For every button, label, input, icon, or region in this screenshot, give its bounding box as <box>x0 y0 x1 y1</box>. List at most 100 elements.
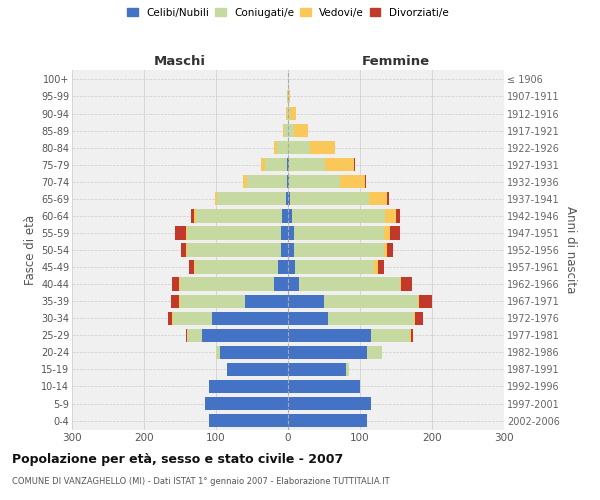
Bar <box>277 141 288 154</box>
Bar <box>274 278 288 291</box>
Bar <box>247 175 287 188</box>
Bar <box>325 158 354 172</box>
Bar <box>284 124 288 137</box>
Bar <box>179 278 180 291</box>
Bar <box>389 226 400 239</box>
Bar <box>288 414 367 428</box>
Legend: Celibi/Nubili, Coniugati/e, Vedovi/e, Divorziati/e: Celibi/Nubili, Coniugati/e, Vedovi/e, Di… <box>127 8 449 18</box>
Bar <box>288 124 294 137</box>
Bar <box>282 209 288 222</box>
Bar <box>227 363 288 376</box>
Bar <box>401 278 412 291</box>
Bar <box>400 278 401 291</box>
Bar <box>283 124 284 137</box>
Bar <box>310 141 335 154</box>
Bar <box>294 244 384 256</box>
Bar <box>209 414 288 428</box>
Bar <box>181 244 187 256</box>
Bar <box>186 226 187 239</box>
Bar <box>209 380 288 393</box>
Bar <box>414 312 415 325</box>
Bar <box>388 244 393 256</box>
Bar <box>244 175 247 188</box>
Bar <box>324 294 418 308</box>
Bar <box>294 226 384 239</box>
Bar <box>288 209 292 222</box>
Bar <box>217 192 286 205</box>
Bar <box>286 192 288 205</box>
Bar <box>287 175 288 188</box>
Bar <box>290 107 296 120</box>
Bar <box>288 380 360 393</box>
Bar <box>194 260 195 274</box>
Bar <box>371 328 410 342</box>
Bar <box>288 278 299 291</box>
Bar <box>288 363 346 376</box>
Bar <box>262 158 265 172</box>
Bar <box>179 294 180 308</box>
Bar <box>195 260 278 274</box>
Bar <box>288 226 294 239</box>
Bar <box>281 244 288 256</box>
Bar <box>378 260 384 274</box>
Bar <box>202 328 288 342</box>
Bar <box>384 244 388 256</box>
Text: Maschi: Maschi <box>154 56 206 68</box>
Bar <box>287 158 288 172</box>
Bar <box>175 226 186 239</box>
Bar <box>290 192 370 205</box>
Bar <box>265 158 287 172</box>
Bar <box>288 397 371 410</box>
Bar <box>288 107 290 120</box>
Bar <box>287 90 288 103</box>
Text: COMUNE DI VANZAGHELLO (MI) - Dati ISTAT 1° gennaio 2007 - Elaborazione TUTTITALI: COMUNE DI VANZAGHELLO (MI) - Dati ISTAT … <box>12 478 389 486</box>
Bar <box>367 346 382 359</box>
Bar <box>288 192 290 205</box>
Y-axis label: Anni di nascita: Anni di nascita <box>564 206 577 294</box>
Bar <box>292 209 385 222</box>
Bar <box>287 107 288 120</box>
Bar <box>289 175 340 188</box>
Bar <box>411 328 413 342</box>
Bar <box>388 192 389 205</box>
Bar <box>169 312 172 325</box>
Bar <box>187 328 202 342</box>
Bar <box>288 260 295 274</box>
Bar <box>288 175 289 188</box>
Bar <box>278 260 288 274</box>
Bar <box>191 209 194 222</box>
Bar <box>365 175 366 188</box>
Bar <box>374 260 378 274</box>
Bar <box>215 192 217 205</box>
Bar <box>216 346 220 359</box>
Bar <box>370 192 388 205</box>
Bar <box>274 141 277 154</box>
Bar <box>340 175 365 188</box>
Bar <box>187 226 281 239</box>
Bar <box>299 278 400 291</box>
Bar <box>288 312 328 325</box>
Bar <box>295 260 374 274</box>
Bar <box>245 294 288 308</box>
Bar <box>170 294 179 308</box>
Bar <box>289 90 290 103</box>
Bar <box>173 312 212 325</box>
Bar <box>410 328 411 342</box>
Bar <box>384 226 389 239</box>
Bar <box>180 294 245 308</box>
Bar <box>289 158 325 172</box>
Bar <box>186 328 187 342</box>
Text: Popolazione per età, sesso e stato civile - 2007: Popolazione per età, sesso e stato civil… <box>12 452 343 466</box>
Bar <box>288 346 367 359</box>
Bar <box>220 346 288 359</box>
Bar <box>415 312 422 325</box>
Bar <box>288 328 371 342</box>
Bar <box>180 278 274 291</box>
Bar <box>385 209 396 222</box>
Bar <box>294 124 308 137</box>
Bar <box>286 107 287 120</box>
Bar <box>196 209 282 222</box>
Bar <box>288 141 310 154</box>
Bar <box>205 397 288 410</box>
Bar <box>346 363 349 376</box>
